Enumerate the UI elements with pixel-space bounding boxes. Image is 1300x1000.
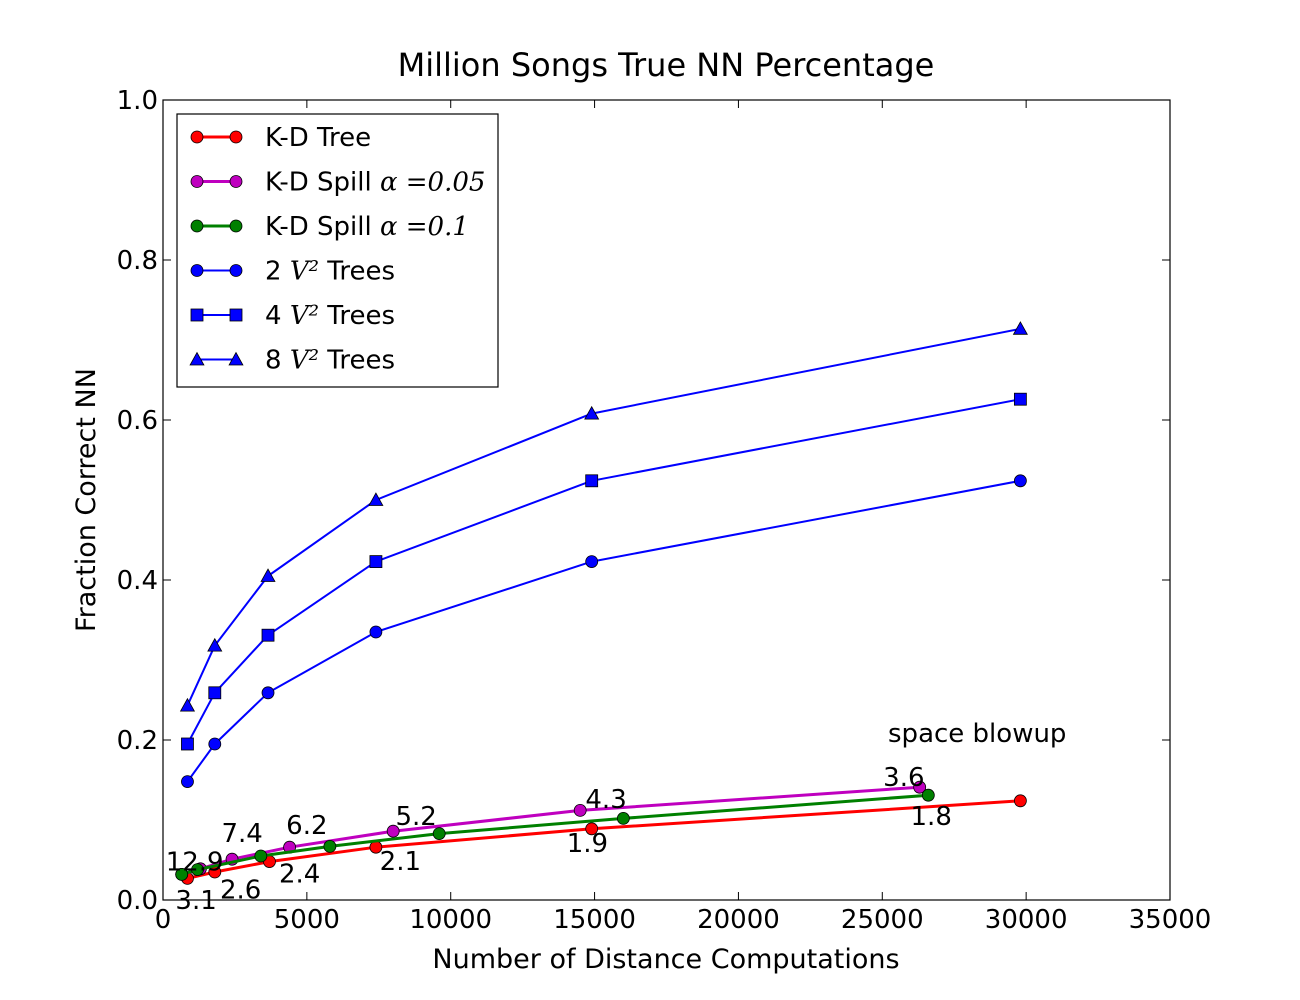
y-tick-label: 0.0	[117, 886, 158, 916]
data-point-circle	[573, 804, 587, 817]
data-point-circle	[190, 219, 204, 233]
data-point-circle	[1013, 474, 1027, 488]
x-tick-label: 35000	[1129, 905, 1212, 935]
data-point-circle	[585, 555, 599, 568]
plot-area-frame	[162, 99, 1171, 901]
x-tick-label: 15000	[553, 905, 636, 935]
data-point-circle	[175, 868, 189, 881]
series-2	[175, 788, 935, 881]
data-point-circle	[432, 827, 446, 840]
legend-label: 4 V² Trees	[265, 301, 395, 331]
data-point-circle	[229, 264, 243, 277]
data-point-circle	[369, 625, 383, 639]
annotation-label: space blowup	[888, 719, 1066, 749]
data-point-square	[585, 474, 599, 488]
data-point-triangle	[368, 492, 384, 506]
legend-entry: K-D Spill α =0.05	[190, 168, 485, 198]
series-line	[186, 479, 1021, 783]
x-axis-ticks: 0 5000 10000 15000 20000 25000 30000 35000	[155, 100, 1212, 935]
annotation-label: 4.3	[585, 785, 626, 815]
data-point-circle	[386, 824, 400, 838]
series-5	[179, 321, 1028, 712]
data-point-circle	[190, 175, 204, 188]
annotation-label: 1.9	[567, 829, 608, 859]
data-point-triangle	[1012, 321, 1028, 335]
x-tick-label: 0	[155, 905, 172, 935]
data-point-triangle	[260, 568, 276, 582]
y-tick-label: 0.2	[117, 726, 158, 756]
data-point-circle	[229, 175, 243, 188]
y-tick-label: 0.6	[117, 406, 158, 436]
annotation-label: 12.9	[166, 848, 224, 878]
data-point-circle	[191, 863, 204, 876]
x-tick-label: 25000	[841, 905, 924, 935]
data-point-circle	[261, 686, 275, 700]
annotation-label: 1.8	[911, 802, 952, 832]
legend-label: K-D Spill α =0.1	[265, 212, 469, 242]
legend-label: K-D Tree	[265, 123, 371, 153]
data-point-square	[1013, 392, 1027, 406]
data-point-triangle	[189, 351, 205, 366]
annotation-label: 3.6	[883, 763, 924, 793]
x-tick-label: 10000	[409, 905, 492, 935]
annotation-label: 2.1	[380, 847, 421, 877]
chart-title: Million Songs True NN Percentage	[398, 46, 935, 84]
legend-box	[176, 113, 499, 388]
series-line	[186, 398, 1021, 745]
data-point-circle	[254, 849, 268, 863]
x-axis-label: Number of Distance Computations	[432, 944, 899, 975]
data-point-square	[208, 686, 222, 700]
y-axis-ticks: 0.0 0.2 0.4 0.6 0.8 1.0	[117, 86, 1170, 916]
data-point-circle	[208, 737, 222, 751]
annotation-label: 5.2	[396, 802, 437, 832]
data-point-square	[369, 555, 383, 568]
annotation-label: 7.4	[221, 819, 262, 849]
legend-entry: 2 V² Trees	[190, 257, 395, 287]
annotation-label: 3.1	[175, 886, 216, 916]
legend-entry: 4 V² Trees	[190, 301, 395, 331]
legend-label: 2 V² Trees	[265, 257, 395, 287]
data-point-square	[190, 308, 204, 322]
x-tick-label: 20000	[697, 905, 780, 935]
data-point-circle	[181, 775, 194, 788]
plot-series	[175, 321, 1028, 885]
data-point-circle	[616, 812, 630, 825]
data-point-square	[261, 628, 275, 642]
data-point-circle	[913, 780, 927, 794]
annotation-label: 2.6	[220, 876, 261, 906]
series-4	[181, 392, 1027, 751]
data-point-triangle	[584, 405, 600, 420]
data-point-square	[229, 308, 243, 322]
legend-entry: K-D Spill α =0.1	[190, 212, 469, 242]
data-point-triangle	[179, 697, 196, 712]
annotation-label: 6.2	[286, 811, 327, 841]
y-tick-label: 0.4	[117, 566, 158, 596]
data-point-triangle	[228, 351, 244, 366]
series-3	[181, 474, 1027, 788]
legend-entry: K-D Tree	[190, 123, 371, 153]
data-point-circle	[921, 788, 935, 802]
data-point-triangle	[207, 637, 223, 652]
data-point-circle	[229, 130, 243, 144]
data-point-square	[181, 737, 194, 751]
legend: K-D Tree K-D Spill α =0.05 K-D Spill α =0.…	[176, 113, 499, 388]
data-point-circle	[585, 822, 599, 836]
legend-label: K-D Spill α =0.05	[265, 168, 485, 198]
y-tick-label: 0.8	[117, 246, 158, 276]
annotation-label: 2.4	[279, 860, 320, 890]
legend-entry: 8 V² Trees	[189, 346, 395, 376]
data-point-circle	[190, 130, 204, 144]
data-point-circle	[323, 840, 337, 853]
x-tick-label: 30000	[985, 905, 1068, 935]
y-tick-label: 1.0	[117, 86, 158, 116]
series-line	[186, 327, 1021, 707]
data-point-circle	[1013, 794, 1027, 808]
x-tick-label: 5000	[274, 905, 340, 935]
data-point-circle	[229, 219, 243, 233]
y-axis-label: Fraction Correct NN	[71, 368, 102, 632]
legend-label: 8 V² Trees	[265, 346, 395, 376]
data-point-circle	[190, 264, 204, 277]
